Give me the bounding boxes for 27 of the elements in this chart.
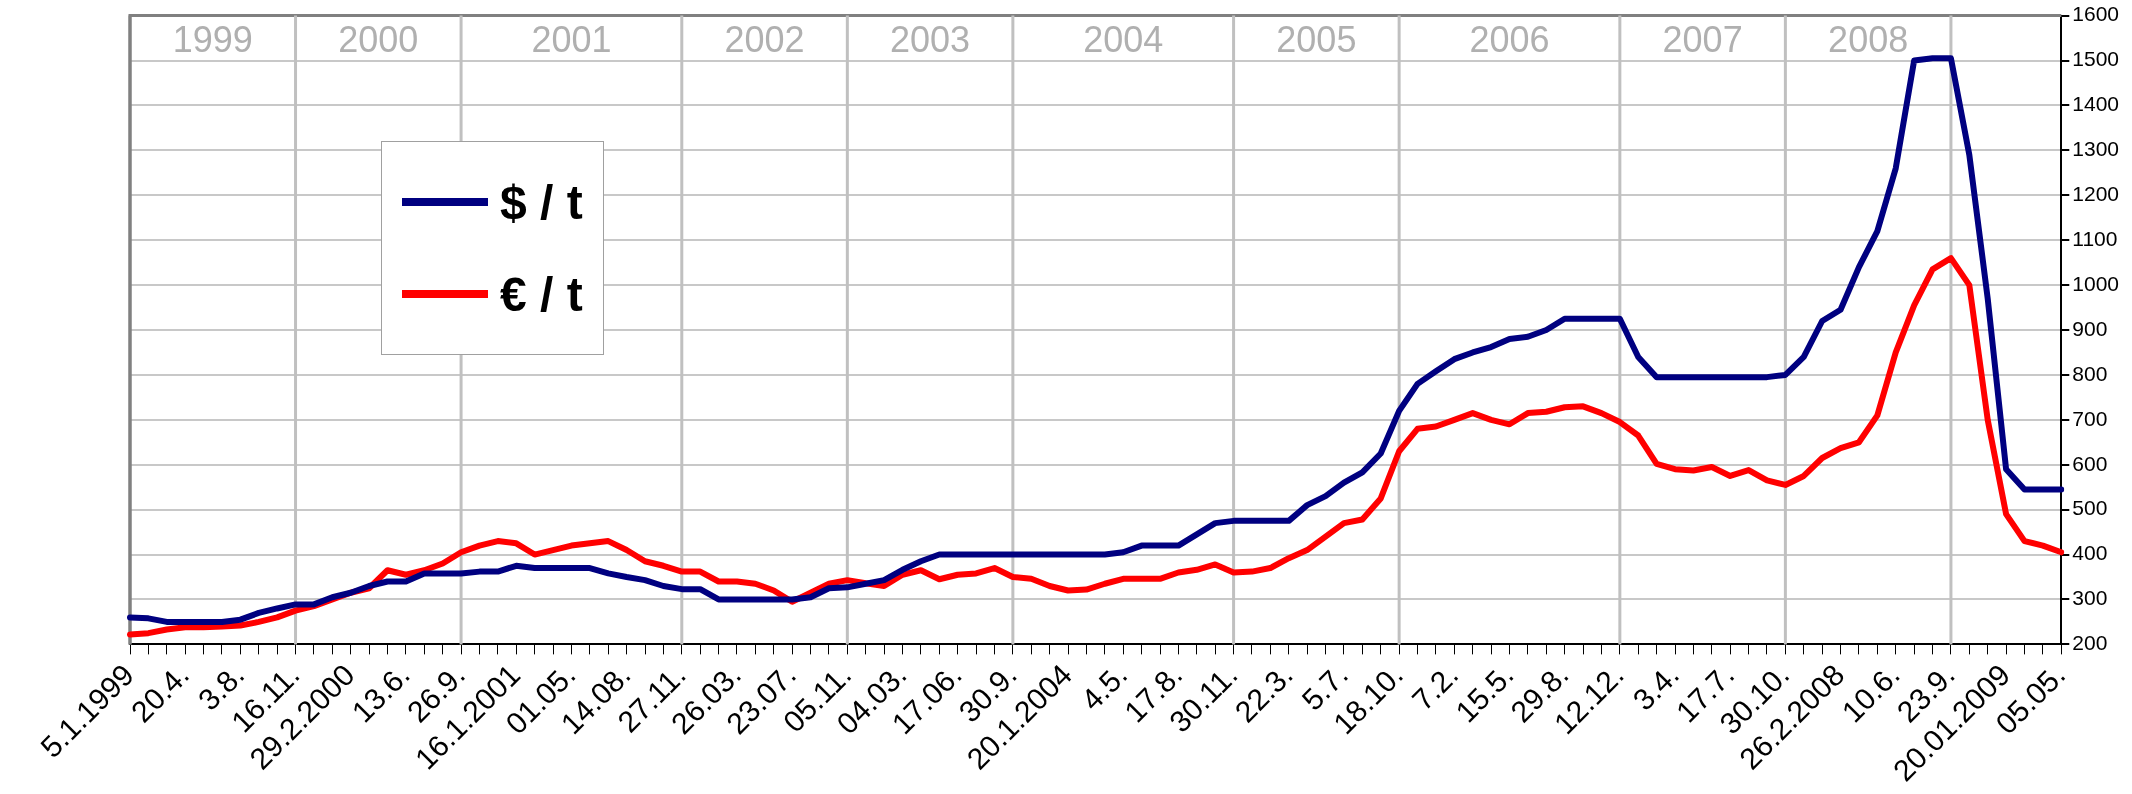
ref-line-label: 1999	[172, 18, 253, 60]
y-tick-label: 800	[2072, 361, 2108, 385]
ref-line-label: 2004	[1083, 18, 1164, 60]
ref-line-label: 2008	[1828, 18, 1909, 60]
y-tick-label: 1000	[2072, 271, 2119, 295]
y-tick-label: 200	[2072, 631, 2108, 655]
legend-label: € / t	[500, 266, 583, 322]
ref-line-label: 2005	[1276, 18, 1357, 60]
y-tick-label: 300	[2072, 586, 2108, 610]
y-tick-label: 700	[2072, 406, 2108, 430]
y-tick-label: 900	[2072, 316, 2108, 340]
y-tick-label: 1200	[2072, 182, 2119, 206]
ref-line-label: 2001	[531, 18, 612, 60]
y-tick-label: 1300	[2072, 137, 2119, 161]
y-tick-label: 600	[2072, 451, 2108, 475]
ref-line-label: 2002	[724, 18, 805, 60]
y-tick-label: 500	[2072, 496, 2108, 520]
y-tick-label: 1500	[2072, 47, 2119, 71]
legend-label: $ / t	[500, 174, 583, 230]
y-tick-label: 1100	[2072, 226, 2118, 250]
y-tick-label: 1400	[2072, 92, 2119, 116]
ref-line-label: 2003	[890, 18, 971, 60]
y-tick-label: 1600	[2072, 2, 2119, 26]
ref-line-label: 2007	[1662, 18, 1743, 60]
ref-line-label: 2006	[1469, 18, 1550, 60]
y-tick-label: 400	[2072, 541, 2108, 565]
ref-line-label: 2000	[338, 18, 419, 60]
